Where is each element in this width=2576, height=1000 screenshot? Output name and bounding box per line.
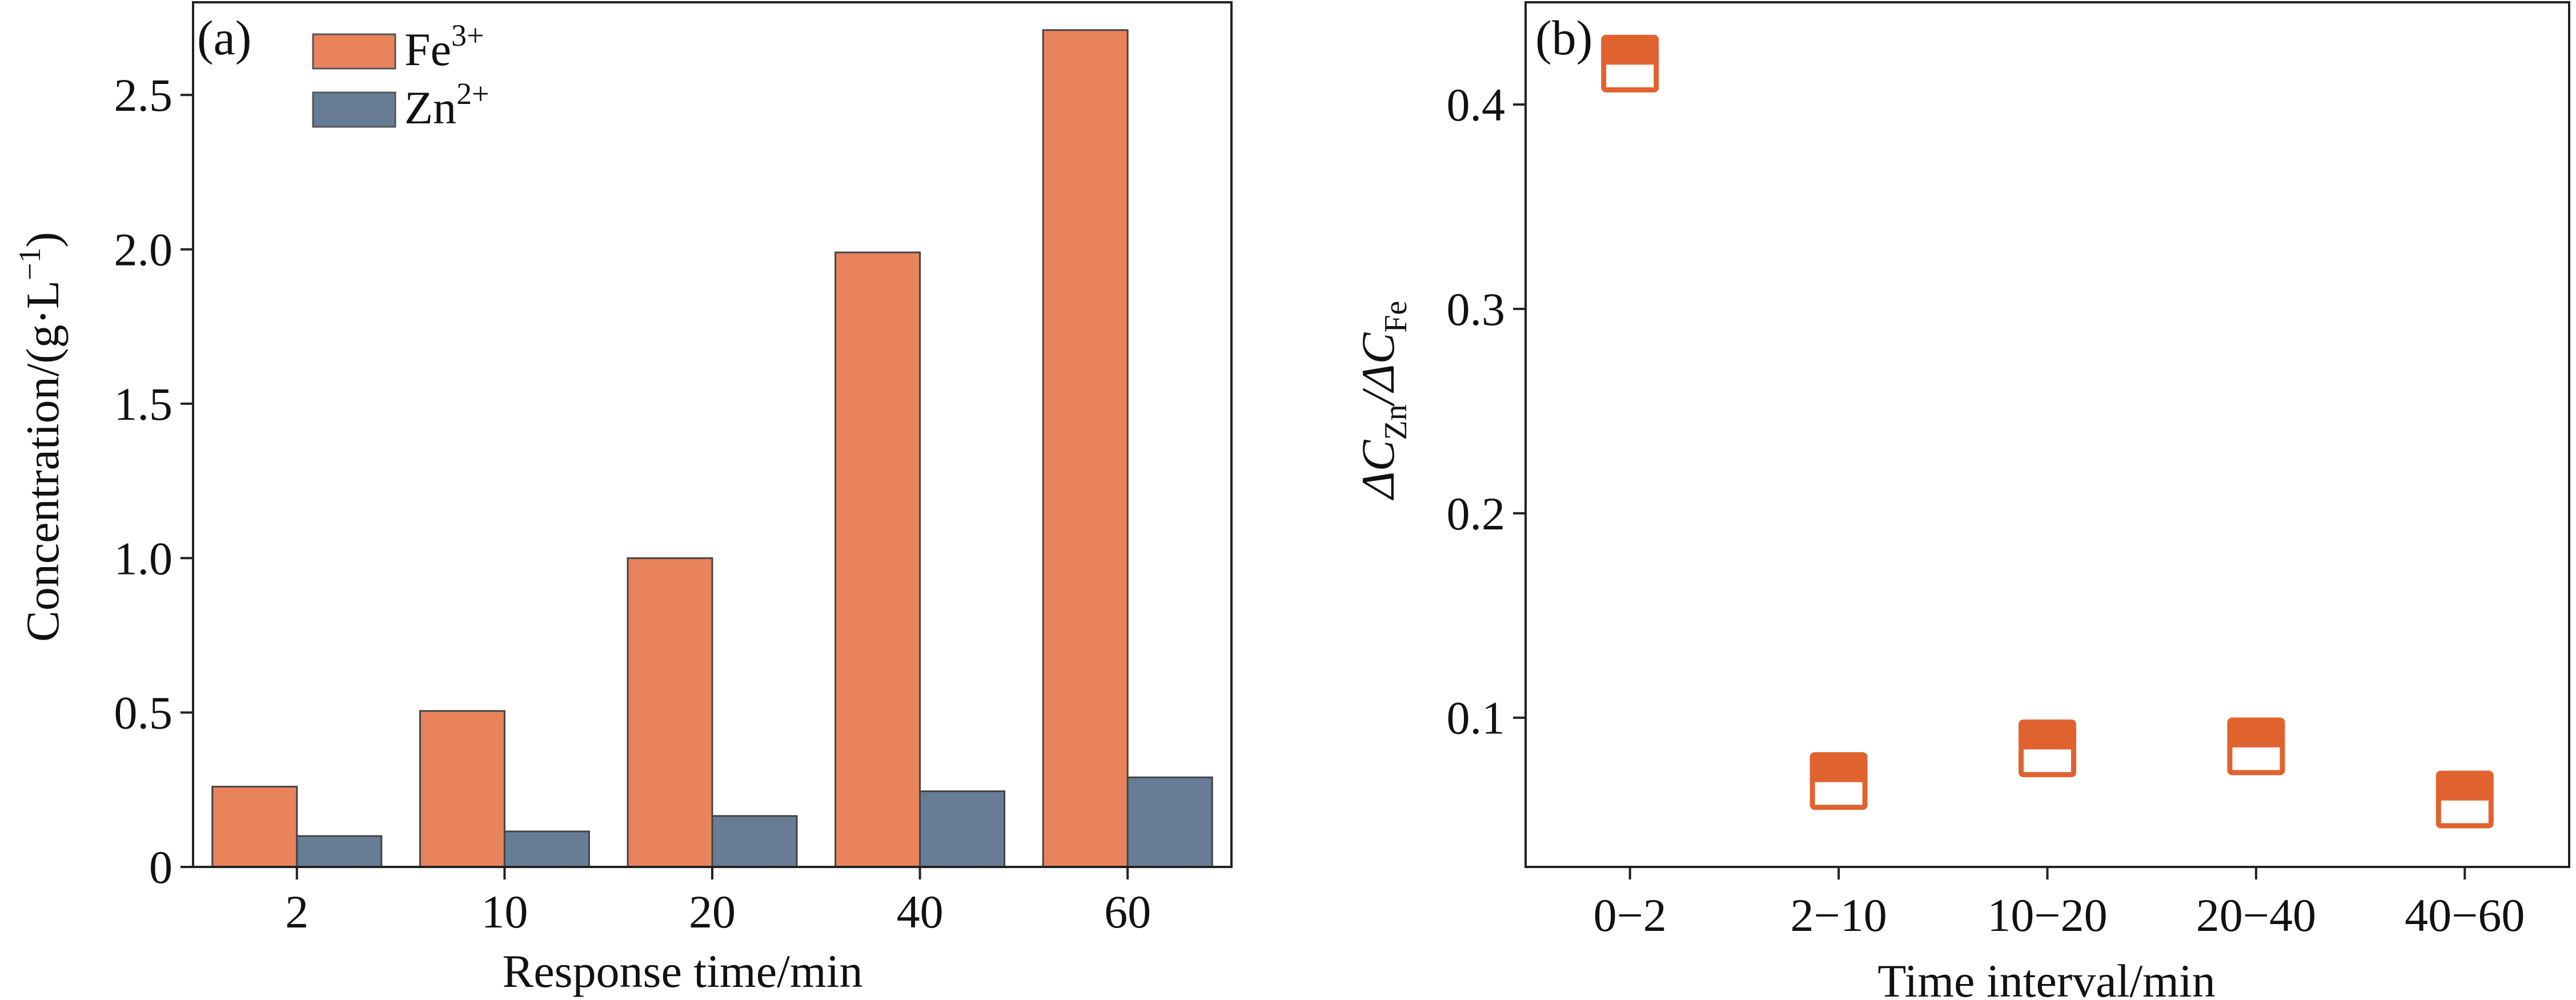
legend-swatch-zn bbox=[312, 91, 396, 128]
bar-fe-40 bbox=[834, 251, 921, 868]
bars-group bbox=[211, 29, 1213, 868]
x-tick-label: 20−40 bbox=[2196, 889, 2316, 941]
bar-fe-60 bbox=[1042, 29, 1129, 868]
x-tick-label: 0−2 bbox=[1594, 889, 1667, 941]
marker-fill bbox=[1812, 754, 1865, 782]
marker-2−10 bbox=[1809, 752, 1868, 810]
marker-40−60 bbox=[2435, 770, 2494, 829]
legend-label-fe: Fe3+ bbox=[404, 18, 484, 75]
y-tick-label: 0.4 bbox=[1447, 79, 1506, 131]
bar-zn-20 bbox=[711, 815, 798, 868]
bar-zn-2 bbox=[296, 835, 383, 868]
y-tick-label: 1.0 bbox=[114, 532, 173, 584]
panel-label-a: (a) bbox=[197, 10, 251, 65]
legend-swatch-fe bbox=[312, 33, 396, 70]
marker-fill bbox=[2021, 722, 2074, 750]
y-tick-label: 0.3 bbox=[1447, 283, 1506, 335]
y-tick-label: 0 bbox=[149, 841, 172, 893]
x-tick-label: 40−60 bbox=[2405, 889, 2525, 941]
marker-20−40 bbox=[2227, 717, 2285, 776]
bar-fe-2 bbox=[211, 785, 298, 868]
x-tick-label: 40 bbox=[897, 886, 944, 938]
marker-fill bbox=[2438, 773, 2491, 801]
marker-fill bbox=[1603, 37, 1656, 65]
legend-label-zn: Zn2+ bbox=[404, 77, 489, 134]
y-tick-label: 2.5 bbox=[114, 69, 173, 121]
x-tick-label: 10 bbox=[481, 886, 528, 938]
bar-fe-10 bbox=[419, 710, 505, 868]
markers-group bbox=[1601, 34, 2494, 829]
x-tick-label: 10−20 bbox=[1987, 889, 2107, 941]
y-tick-label: 0.1 bbox=[1447, 692, 1506, 744]
panel-label-b: (b) bbox=[1535, 10, 1592, 65]
x-tick-label: 60 bbox=[1104, 886, 1151, 938]
y-tick-label: 2.0 bbox=[114, 224, 173, 276]
bar-fe-20 bbox=[627, 557, 713, 868]
y-tick-label: 0.2 bbox=[1447, 488, 1506, 540]
legend: Fe3+ Zn2+ bbox=[312, 18, 489, 134]
y-axis-label-b: ΔCZn/ΔCFe bbox=[1352, 301, 1414, 501]
x-tick-label: 20 bbox=[689, 886, 736, 938]
bar-zn-10 bbox=[503, 830, 590, 868]
y-tick-label: 1.5 bbox=[114, 378, 173, 430]
y-axis-ticks: 0 0.5 1.0 1.5 2.0 2.5 bbox=[114, 69, 193, 893]
marker-0−2 bbox=[1601, 34, 1659, 93]
marker-fill bbox=[2229, 720, 2282, 748]
marker-10−20 bbox=[2019, 719, 2076, 777]
bar-zn-60 bbox=[1126, 776, 1213, 868]
y-axis-ticks: 0.1 0.2 0.3 0.4 bbox=[1447, 79, 1526, 744]
x-axis-ticks: 0−2 2−10 10−20 20−40 40−60 bbox=[1594, 867, 2525, 941]
x-axis-label-b: Time interval/min bbox=[1877, 955, 2215, 1000]
y-tick-label: 0.5 bbox=[114, 687, 173, 739]
x-tick-label: 2−10 bbox=[1790, 889, 1887, 941]
x-axis-label-a: Response time/min bbox=[503, 945, 863, 997]
x-axis-ticks: 2 10 20 40 60 bbox=[285, 867, 1151, 938]
panel-a: 0 0.5 1.0 1.5 2.0 2.5 2 10 20 40 60 (a) Fe3+ Zn2+… bbox=[13, 1, 1233, 997]
y-axis-label-a: Concentration/(g·L−1) bbox=[13, 232, 69, 642]
panel-b: 0.10.20.30.4 0−2 2−10 10−20 20−40 40−60 (b) … bbox=[1352, 1, 2570, 1000]
x-tick-label: 2 bbox=[285, 886, 308, 938]
bar-zn-40 bbox=[919, 790, 1006, 868]
